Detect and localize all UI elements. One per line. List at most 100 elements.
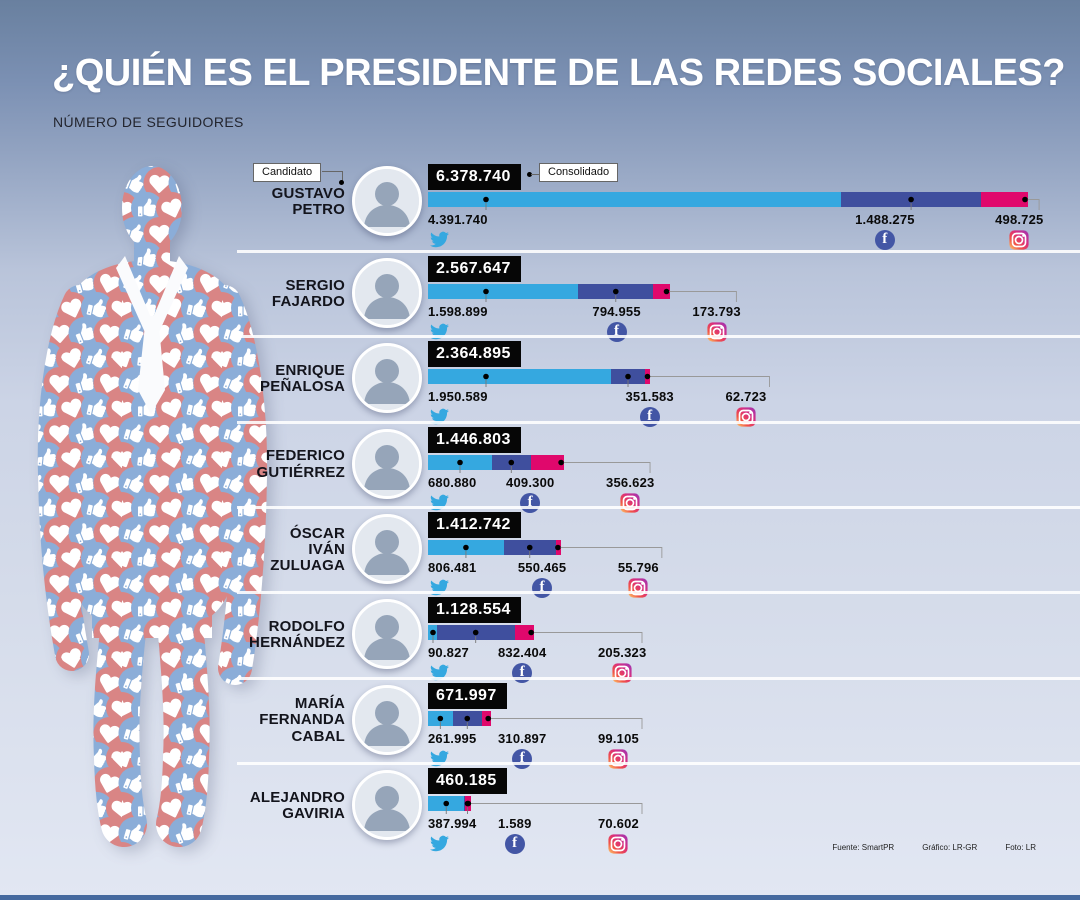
followers-bar [428,369,651,385]
candidate-name: GUSTAVO PETRO [140,164,345,240]
followers-chart: 1.128.554 90.827 832.404 f 205.323 [428,593,1076,685]
platform-followers-twitter: 90.827 [428,645,469,685]
facebook-followers-label: 550.465 [517,559,567,575]
platform-icon-holder: f [874,230,895,250]
candidate-row: RODOLFO HERNÁNDEZ 1.128.554 90.827 832.404 f 2… [0,591,1080,684]
bar-segment-twitter [428,539,504,555]
facebook-followers-label: 794.955 [592,304,641,319]
bar-segment-twitter [428,454,493,470]
candidate-name-line: FEDERICO [265,447,345,465]
instagram-followers-label: 99.105 [598,730,639,746]
candidate-name-line: PEÑALOSA [260,378,345,396]
candidate-name-line: ZULUAGA [270,556,345,574]
followers-bar [428,625,535,641]
platform-followers-facebook: 1.488.275 f [855,212,915,250]
instagram-followers-label: 205.323 [598,645,647,661]
row-separator [237,505,1080,509]
bar-segment-twitter [428,284,579,299]
facebook-followers-label: 1.488.275 [855,212,915,227]
bar-segment-twitter [428,192,842,207]
followers-chart: 671.997 261.995 310.897 f 99.105 [428,679,1076,771]
instagram-followers-label: 62.723 [725,389,767,405]
candidate-row: FEDERICO GUTIÉRREZ 1.446.803 680.880 409.300… [0,420,1080,513]
platform-followers-facebook: 1.589 f [498,816,532,854]
bar-segment-instagram [514,625,535,641]
consolidated-tag-line [531,174,539,175]
followers-chart: 2.567.647 1.598.899 794.955 f 173.793 [428,252,1076,344]
candidate-name: ÓSCAR IVÁN ZULUAGA [140,512,345,588]
footer-photo: Foto: LR [1005,843,1036,852]
bar-segment-facebook [492,454,531,470]
twitter-followers-label: 4.391.740 [428,212,488,227]
platform-followers-instagram: 70.602 [598,816,639,857]
facebook-followers-label: 310.897 [498,730,547,746]
row-separator [237,250,1080,253]
footer-source: Fuente: SmartPR [832,843,895,852]
row-separator [237,761,1080,765]
candidate-photo [355,261,419,325]
consolidated-tag: Consolidado [539,163,619,182]
platform-icon-holder [428,230,451,252]
platform-icon-holder [1009,230,1029,253]
followers-bar [428,284,670,299]
candidate-name-line: SERGIO [285,276,345,294]
platform-followers-twitter: 4.391.740 [428,212,488,252]
bar-segment-facebook [578,284,654,299]
twitter-bird-icon [430,835,449,852]
followers-bar [428,539,561,555]
candidate-row: MARÍA FERNANDA CABAL 671.997 261.995 310.897 f… [0,676,1080,769]
candidate-tag-connector [322,171,343,183]
consolidated-value: 6.378.740 [428,164,521,190]
candidate-name-line: ALEJANDRO [249,788,345,806]
consolidated-value: 1.446.803 [428,426,521,453]
followers-bar [428,192,1028,207]
row-separator [237,420,1080,424]
instagram-followers-label: 55.796 [617,559,659,575]
candidate-photo-frame [352,428,422,499]
twitter-followers-label: 1.950.589 [428,389,488,405]
consolidated-value: 2.364.895 [428,341,521,368]
facebook-followers-label: 409.300 [506,474,555,490]
facebook-icon: f [504,833,525,854]
followers-bar [428,710,492,726]
candidate-name: ENRIQUE PEÑALOSA [140,341,345,417]
consolidated-value: 1.412.742 [428,511,521,538]
twitter-followers-label: 261.995 [428,730,477,746]
bar-segment-instagram [981,192,1028,207]
instagram-icon [1009,230,1029,250]
platform-icon-holder: f [504,833,525,854]
instagram-icon [608,834,629,854]
instagram-followers-label: 173.793 [692,304,741,319]
twitter-followers-label: 680.880 [428,474,477,490]
candidate-photo [355,431,419,496]
candidate-row: SERGIO FAJARDO 2.567.647 1.598.899 794.955 f 1… [0,250,1080,342]
consolidated-value: 671.997 [428,682,507,709]
bar-segment-instagram [653,284,670,299]
platform-followers-twitter: 261.995 [428,731,476,771]
candidate-name-line: IVÁN [308,540,345,558]
followers-chart: 1.412.742 806.481 550.465 f 55.796 [428,508,1076,600]
followers-chart: 6.378.740 4.391.740 1.488.275 f 498.725 Conso… [428,160,1076,252]
instagram-followers-label: 70.602 [598,815,639,831]
facebook-icon: f [874,230,895,250]
consolidated-value: 460.185 [428,767,507,794]
footer-graphic: Gráfico: LR-GR [922,843,978,852]
candidate-photo [355,346,419,411]
candidate-name: SERGIO FAJARDO [140,256,345,332]
bottom-strip [0,895,1080,900]
candidate-name: FEDERICO GUTIÉRREZ [140,427,345,503]
candidate-photo-frame [352,258,422,328]
candidate-photo [355,169,419,233]
row-separator [237,591,1080,595]
candidate-name-line: HERNÁNDEZ [249,634,345,652]
twitter-followers-label: 806.481 [428,559,477,575]
facebook-followers-label: 832.404 [498,645,547,661]
consolidated-value: 2.567.647 [428,256,521,282]
candidate-photo-frame [352,513,422,584]
candidate-row: ALEJANDRO GAVIRIA 460.185 387.994 1.589 f 70.6… [0,761,1080,854]
consolidated-value: 1.128.554 [428,597,521,624]
bar-segment-twitter [428,369,612,385]
candidate-name: ALEJANDRO GAVIRIA [140,768,345,844]
platform-followers-twitter: 680.880 [428,475,476,515]
